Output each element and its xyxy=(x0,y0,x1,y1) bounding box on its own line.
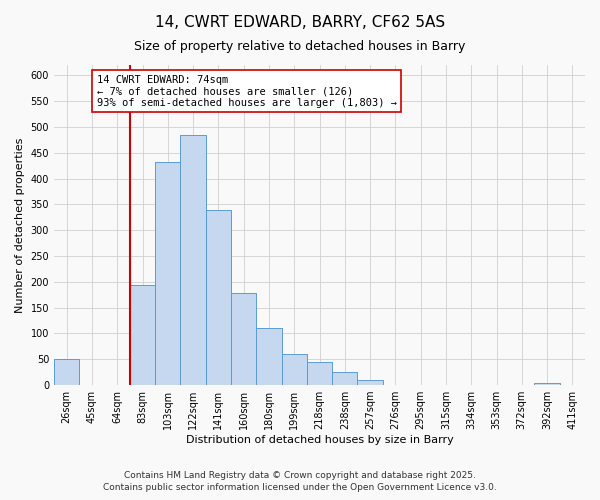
Bar xyxy=(54,360,79,385)
Text: Size of property relative to detached houses in Barry: Size of property relative to detached ho… xyxy=(134,40,466,53)
Bar xyxy=(332,372,358,385)
Bar xyxy=(281,354,307,385)
Text: Contains HM Land Registry data © Crown copyright and database right 2025.
Contai: Contains HM Land Registry data © Crown c… xyxy=(103,471,497,492)
Bar xyxy=(130,286,155,385)
Bar xyxy=(206,210,231,385)
Bar xyxy=(358,380,383,385)
Bar xyxy=(181,135,206,385)
Y-axis label: Number of detached properties: Number of detached properties xyxy=(15,138,25,312)
Bar xyxy=(155,162,181,385)
Bar xyxy=(256,328,281,385)
Bar xyxy=(307,362,332,385)
Text: 14 CWRT EDWARD: 74sqm
← 7% of detached houses are smaller (126)
93% of semi-deta: 14 CWRT EDWARD: 74sqm ← 7% of detached h… xyxy=(97,74,397,108)
X-axis label: Distribution of detached houses by size in Barry: Distribution of detached houses by size … xyxy=(185,435,454,445)
Text: 14, CWRT EDWARD, BARRY, CF62 5AS: 14, CWRT EDWARD, BARRY, CF62 5AS xyxy=(155,15,445,30)
Bar xyxy=(231,293,256,385)
Bar xyxy=(535,382,560,385)
